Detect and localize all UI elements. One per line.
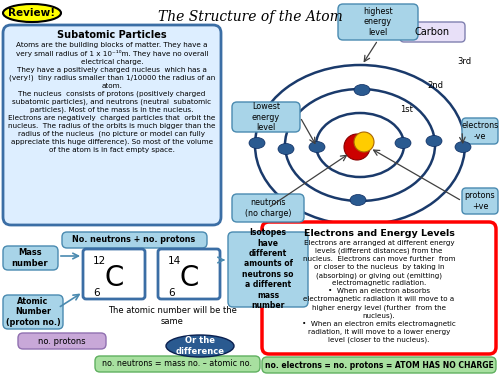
FancyBboxPatch shape <box>83 249 145 299</box>
Text: protons
+ve: protons +ve <box>464 191 496 211</box>
Text: 14: 14 <box>168 256 181 266</box>
Text: 6: 6 <box>93 288 100 298</box>
FancyBboxPatch shape <box>95 356 260 372</box>
Ellipse shape <box>249 138 265 148</box>
Text: 2nd: 2nd <box>427 81 443 90</box>
Text: Lowest
energy
level: Lowest energy level <box>252 102 280 132</box>
Text: no. protons: no. protons <box>38 336 86 345</box>
FancyBboxPatch shape <box>62 232 207 248</box>
FancyBboxPatch shape <box>400 22 465 42</box>
Text: Carbon: Carbon <box>414 27 450 37</box>
Ellipse shape <box>166 335 234 357</box>
Ellipse shape <box>278 144 294 154</box>
FancyBboxPatch shape <box>232 194 304 222</box>
Text: electrons
-ve: electrons -ve <box>462 121 498 141</box>
Text: 3rd: 3rd <box>457 57 471 66</box>
Circle shape <box>344 134 370 160</box>
Ellipse shape <box>3 4 61 22</box>
Text: Or the
difference: Or the difference <box>176 336 224 356</box>
Ellipse shape <box>309 141 325 153</box>
Ellipse shape <box>455 141 471 153</box>
Text: C: C <box>104 264 124 292</box>
Text: Electrons are arranged at different energy
levels (different distances) from the: Electrons are arranged at different ener… <box>302 240 456 343</box>
FancyBboxPatch shape <box>262 222 496 354</box>
FancyBboxPatch shape <box>3 295 63 329</box>
Text: highest
energy
level: highest energy level <box>363 7 393 37</box>
Ellipse shape <box>395 138 411 148</box>
Text: no. electrons = no. protons = ATOM HAS NO CHARGE: no. electrons = no. protons = ATOM HAS N… <box>264 360 494 369</box>
Text: neutrons
(no charge): neutrons (no charge) <box>245 198 291 218</box>
Ellipse shape <box>350 195 366 206</box>
Text: Atomic
Number
(proton no.): Atomic Number (proton no.) <box>6 297 60 327</box>
FancyBboxPatch shape <box>158 249 220 299</box>
Text: Review!: Review! <box>8 8 56 18</box>
Ellipse shape <box>354 84 370 96</box>
Text: Atoms are the building blocks of matter. They have a
very small radius of 1 x 10: Atoms are the building blocks of matter.… <box>8 42 216 153</box>
Text: Electrons and Energy Levels: Electrons and Energy Levels <box>304 229 454 238</box>
FancyBboxPatch shape <box>462 118 498 144</box>
FancyBboxPatch shape <box>18 333 106 349</box>
Text: no. neutrons = mass no. – atomic no.: no. neutrons = mass no. – atomic no. <box>102 360 252 369</box>
Text: Isotopes
have
different
amounts of
neutrons so
a different
mass
number: Isotopes have different amounts of neutr… <box>242 228 294 310</box>
Text: Mass
number: Mass number <box>12 248 49 268</box>
Text: The atomic number will be the
same: The atomic number will be the same <box>108 306 236 326</box>
Circle shape <box>354 132 374 152</box>
FancyBboxPatch shape <box>3 246 58 270</box>
FancyBboxPatch shape <box>338 4 418 40</box>
Ellipse shape <box>426 135 442 147</box>
FancyBboxPatch shape <box>228 232 308 307</box>
FancyBboxPatch shape <box>232 102 300 132</box>
Text: The Structure of the Atom: The Structure of the Atom <box>158 10 342 24</box>
Text: 1st: 1st <box>400 105 413 114</box>
FancyBboxPatch shape <box>262 357 496 373</box>
Text: 6: 6 <box>168 288 174 298</box>
Text: Subatomic Particles: Subatomic Particles <box>57 30 167 40</box>
FancyBboxPatch shape <box>462 188 498 214</box>
Text: No. neutrons + no. protons: No. neutrons + no. protons <box>72 236 196 244</box>
Text: C: C <box>180 264 199 292</box>
Text: 12: 12 <box>93 256 106 266</box>
FancyBboxPatch shape <box>3 25 221 225</box>
